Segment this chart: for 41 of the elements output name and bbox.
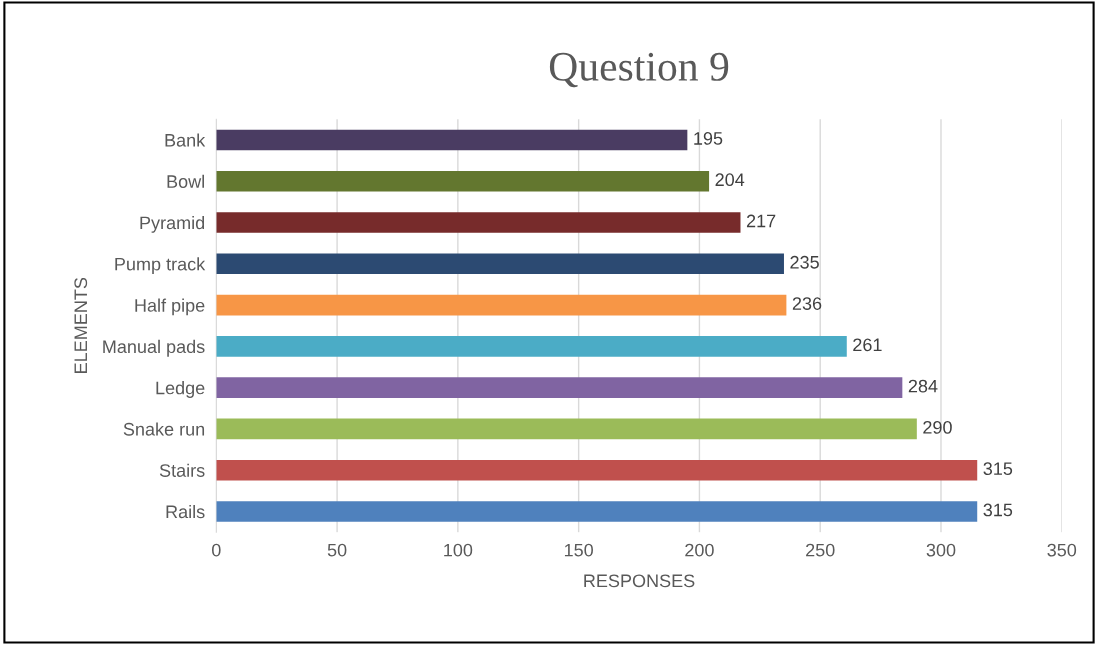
- bar: [216, 418, 917, 440]
- data-label: 284: [908, 379, 938, 393]
- x-tick-label: 350: [1047, 543, 1077, 557]
- y-tick-label: Ledge: [156, 381, 205, 398]
- y-tick-label: Snake run: [123, 422, 205, 436]
- data-label: 195: [694, 132, 723, 145]
- bar: [216, 294, 787, 316]
- x-tick-label: 300: [926, 543, 956, 557]
- bar: [216, 377, 903, 398]
- x-tick-label: 200: [685, 543, 714, 557]
- data-label: 236: [792, 297, 822, 310]
- bar: [216, 129, 688, 151]
- data-label: 204: [715, 173, 745, 187]
- x-tick-label: 50: [327, 543, 347, 557]
- bar: [216, 253, 784, 275]
- y-axis-title: ELEMENTS: [74, 277, 88, 373]
- y-tick-label: Pump track: [115, 257, 206, 275]
- chart-title: Question 9: [549, 52, 729, 88]
- x-tick-label: 150: [564, 543, 593, 557]
- y-tick-label: Rails: [166, 504, 205, 519]
- x-tick-label: 100: [444, 543, 473, 557]
- bar: [216, 336, 847, 357]
- y-tick-label: Manual pads: [103, 339, 205, 357]
- data-label: 315: [983, 503, 1013, 517]
- bar: [216, 459, 978, 481]
- x-tick-label: 0: [211, 543, 221, 557]
- y-tick-label: Bowl: [167, 174, 204, 188]
- y-tick-label: Stairs: [159, 463, 205, 477]
- data-label: 235: [790, 255, 819, 269]
- data-label: 217: [746, 214, 776, 228]
- y-tick-label: Bank: [165, 133, 206, 147]
- y-tick-label: Half pipe: [135, 298, 205, 316]
- bar: [216, 501, 978, 522]
- bar: [216, 170, 710, 192]
- y-tick-label: Pyramid: [140, 215, 205, 233]
- x-axis-title: RESPONSES: [584, 574, 695, 588]
- data-label: 261: [853, 338, 882, 352]
- data-label: 315: [983, 462, 1013, 476]
- x-tick-label: 250: [806, 543, 835, 557]
- data-label: 290: [923, 420, 952, 434]
- bar: [216, 212, 741, 233]
